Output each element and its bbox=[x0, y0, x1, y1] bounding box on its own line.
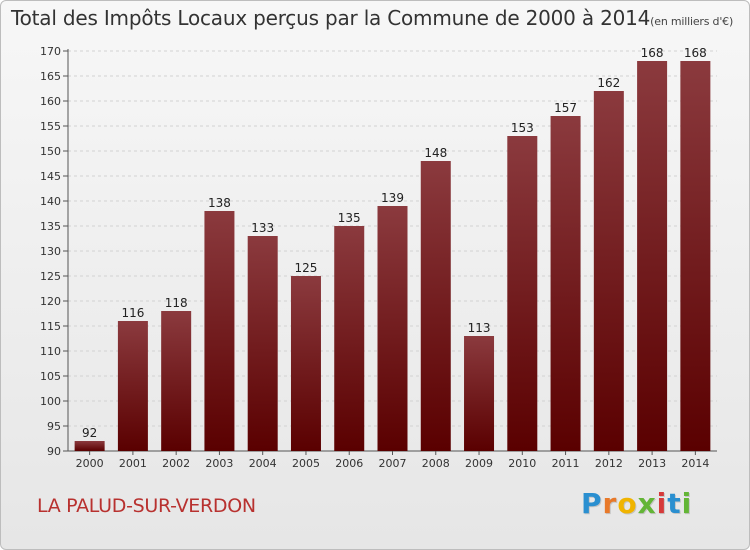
y-tick-label: 165 bbox=[40, 70, 61, 83]
x-tick-label: 2009 bbox=[465, 457, 493, 470]
x-tick-label: 2013 bbox=[638, 457, 666, 470]
bar bbox=[550, 116, 581, 451]
chart-title-text: Total des Impôts Locaux perçus par la Co… bbox=[11, 6, 651, 30]
data-label: 113 bbox=[468, 321, 491, 335]
x-tick-label: 2000 bbox=[76, 457, 104, 470]
data-label: 125 bbox=[295, 261, 318, 275]
y-tick-label: 105 bbox=[40, 370, 61, 383]
bar bbox=[74, 441, 105, 451]
y-tick-label: 140 bbox=[40, 195, 61, 208]
data-label: 116 bbox=[121, 306, 144, 320]
x-tick-label: 2010 bbox=[508, 457, 536, 470]
y-tick-label: 120 bbox=[40, 295, 61, 308]
logo-letter: P bbox=[581, 487, 603, 520]
y-tick-label: 110 bbox=[40, 345, 61, 358]
y-tick-label: 145 bbox=[40, 170, 61, 183]
y-tick-label: 135 bbox=[40, 220, 61, 233]
x-tick-label: 2012 bbox=[595, 457, 623, 470]
bar bbox=[161, 311, 192, 451]
x-tick-label: 2008 bbox=[422, 457, 450, 470]
logo-letter: r bbox=[602, 487, 618, 520]
commune-name: LA PALUD-SUR-VERDON bbox=[37, 495, 256, 517]
data-label: 168 bbox=[684, 46, 707, 60]
chart-unit: (en milliers d'€) bbox=[650, 15, 734, 28]
y-tick-label: 160 bbox=[40, 95, 61, 108]
x-tick-label: 2003 bbox=[205, 457, 233, 470]
x-tick-label: 2014 bbox=[681, 457, 709, 470]
logo-letter: t bbox=[667, 487, 682, 520]
bar bbox=[593, 91, 624, 451]
bar bbox=[680, 61, 711, 451]
x-tick-label: 2007 bbox=[379, 457, 407, 470]
x-tick-label: 2011 bbox=[552, 457, 580, 470]
y-tick-label: 150 bbox=[40, 145, 61, 158]
logo-letter: i bbox=[681, 487, 693, 520]
data-label: 138 bbox=[208, 196, 231, 210]
x-tick-label: 2005 bbox=[292, 457, 320, 470]
data-label: 133 bbox=[251, 221, 274, 235]
x-tick-label: 2002 bbox=[162, 457, 190, 470]
y-tick-label: 170 bbox=[40, 45, 61, 58]
y-tick-label: 90 bbox=[47, 445, 61, 458]
bar bbox=[117, 321, 148, 451]
x-tick-label: 2006 bbox=[335, 457, 363, 470]
bar bbox=[637, 61, 668, 451]
y-tick-label: 125 bbox=[40, 270, 61, 283]
data-label: 118 bbox=[165, 296, 188, 310]
y-tick-label: 100 bbox=[40, 395, 61, 408]
chart-title: Total des Impôts Locaux perçus par la Co… bbox=[11, 6, 733, 30]
bar bbox=[507, 136, 538, 451]
data-label: 157 bbox=[554, 101, 577, 115]
data-label: 168 bbox=[641, 46, 664, 60]
proxiti-logo[interactable]: Proxiti bbox=[581, 487, 692, 520]
bar bbox=[247, 236, 278, 451]
x-tick-label: 2001 bbox=[119, 457, 147, 470]
y-tick-label: 115 bbox=[40, 320, 61, 333]
x-tick-label: 2004 bbox=[249, 457, 277, 470]
bar bbox=[290, 276, 321, 451]
bar bbox=[377, 206, 408, 451]
y-tick-label: 155 bbox=[40, 120, 61, 133]
data-label: 153 bbox=[511, 121, 534, 135]
bar bbox=[334, 226, 365, 451]
y-tick-label: 95 bbox=[47, 420, 61, 433]
logo-letter: i bbox=[656, 487, 668, 520]
data-label: 135 bbox=[338, 211, 361, 225]
data-label: 139 bbox=[381, 191, 404, 205]
bar bbox=[204, 211, 235, 451]
logo-letter: x bbox=[637, 487, 657, 520]
bar bbox=[464, 336, 495, 451]
data-label: 148 bbox=[424, 146, 447, 160]
y-tick-label: 130 bbox=[40, 245, 61, 258]
logo-letter: o bbox=[617, 487, 638, 520]
data-label: 162 bbox=[597, 76, 620, 90]
bar bbox=[420, 161, 451, 451]
data-label: 92 bbox=[82, 426, 97, 440]
